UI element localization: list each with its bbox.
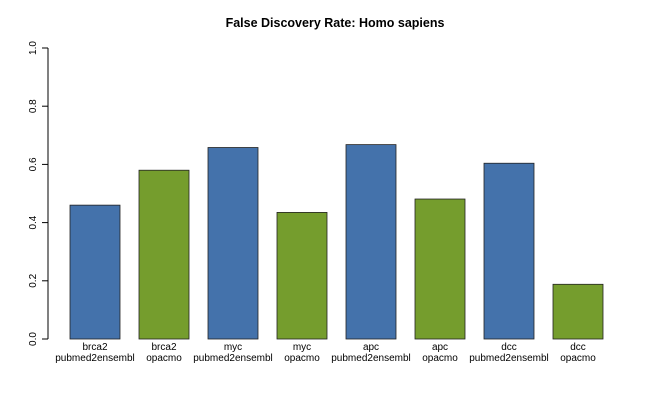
bars [69, 144, 604, 340]
x-tick-label: pubmed2ensembl [55, 353, 135, 364]
x-tick-label: myc [224, 342, 242, 353]
x-tick-label: myc [293, 342, 311, 353]
bar [552, 283, 604, 340]
x-tick-label: opacmo [146, 353, 182, 364]
y-tick-label: 0.4 [28, 215, 39, 229]
bar [276, 212, 328, 340]
x-tick-label: pubmed2ensembl [193, 353, 273, 364]
x-tick-label: brca2 [82, 342, 107, 353]
y-axis: 0.0 0.2 0.4 0.6 0.8 1.0 [28, 41, 49, 346]
bar [69, 204, 121, 340]
y-tick-label: 1.0 [28, 41, 39, 55]
y-tick-label: 0.2 [28, 273, 39, 287]
x-tick-label: dcc [570, 342, 586, 353]
bar [207, 147, 259, 340]
y-tick-label: 0.6 [28, 157, 39, 171]
bar [414, 198, 466, 340]
bar [345, 144, 397, 340]
x-tick-label: brca2 [151, 342, 176, 353]
y-tick-label: 0.8 [28, 99, 39, 113]
x-tick-label: opacmo [284, 353, 320, 364]
x-tick-label: apc [432, 342, 448, 353]
bar [138, 169, 190, 340]
x-tick-label: pubmed2ensembl [469, 353, 549, 364]
y-tick-label: 0.0 [28, 332, 39, 346]
chart-title: False Discovery Rate: Homo sapiens [225, 16, 445, 30]
x-tick-label: pubmed2ensembl [331, 353, 411, 364]
x-tick-label: dcc [501, 342, 517, 353]
x-tick-label: apc [363, 342, 379, 353]
x-tick-label: opacmo [422, 353, 458, 364]
x-axis-labels: brca2pubmed2ensemblbrca2opacmomycpubmed2… [55, 342, 596, 364]
x-tick-label: opacmo [560, 353, 596, 364]
bar [483, 162, 535, 340]
